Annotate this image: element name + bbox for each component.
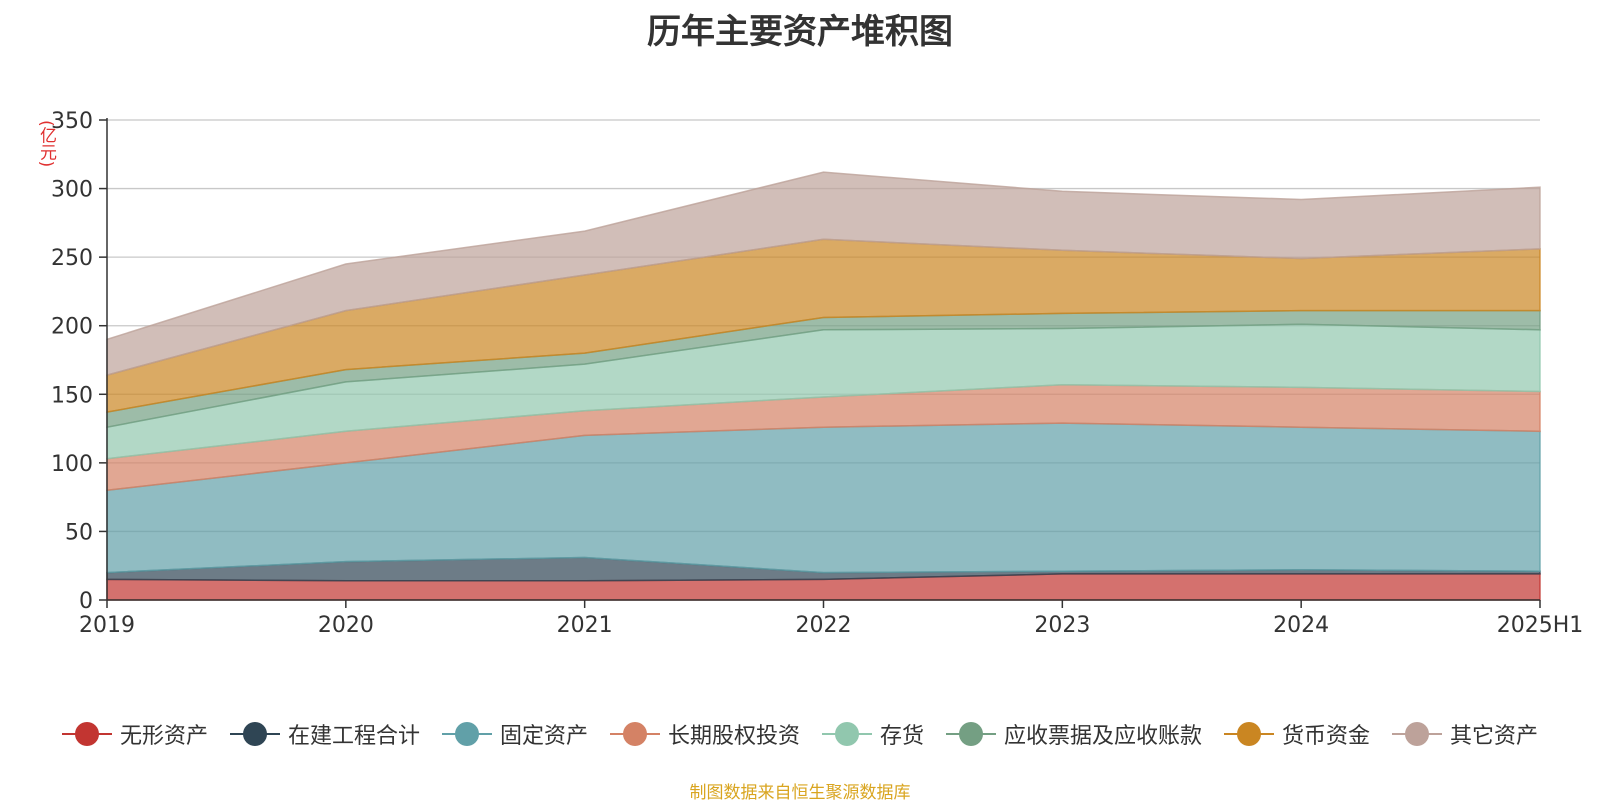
stacked-area-chart: 0 50 100 150 200 250 300 350 2019 2020 2021 2022 202… (51, 109, 1584, 638)
chart-legend: 无形资产 在建工程合计 固定资产 长期股权投资 存货 应收票据及应收账款 货币资金 其它资产 (0, 718, 1600, 750)
legend-item[interactable]: 应收票据及应收账款 (946, 718, 1202, 750)
chart-title: 历年主要资产堆积图 (647, 12, 953, 52)
y-tick-label: 300 (51, 178, 93, 203)
y-tick-label: 150 (51, 383, 93, 408)
x-tick-label: 2025H1 (1497, 613, 1584, 638)
legend-marker-icon (609, 722, 660, 746)
x-tick-label: 2021 (557, 613, 613, 638)
legend-item[interactable]: 长期股权投资 (609, 718, 800, 750)
y-tick-label: 250 (51, 246, 93, 271)
y-tick-label: 200 (51, 315, 93, 340)
source-note: 制图数据来自恒生聚源数据库 (689, 783, 911, 803)
legend-item[interactable]: 固定资产 (441, 718, 588, 750)
legend-label: 长期股权投资 (667, 724, 800, 749)
legend-marker-icon (822, 722, 872, 746)
y-tick-label: 50 (65, 520, 93, 545)
legend-label: 固定资产 (499, 724, 588, 749)
legend-item[interactable]: 无形资产 (61, 718, 208, 750)
legend-label: 其它资产 (1450, 724, 1539, 749)
y-tick-label: 0 (79, 589, 93, 614)
legend-marker-icon (1392, 722, 1443, 746)
series-area (106, 171, 1541, 377)
legend-item[interactable]: 在建工程合计 (229, 718, 420, 750)
legend-label: 在建工程合计 (287, 724, 420, 749)
x-tick-label: 2024 (1273, 613, 1329, 638)
legend-marker-icon (946, 722, 997, 746)
legend-marker-icon (61, 722, 112, 746)
legend-marker-icon (1224, 722, 1275, 746)
y-tick-label: 100 (51, 452, 93, 477)
x-tick-label: 2023 (1034, 613, 1090, 638)
x-tick-label: 2019 (79, 613, 135, 638)
x-tick-label: 2022 (796, 613, 852, 638)
legend-marker-icon (229, 722, 280, 746)
legend-marker-icon (441, 722, 492, 746)
legend-item[interactable]: 货币资金 (1224, 718, 1370, 750)
legend-item[interactable]: 存货 (822, 718, 924, 750)
y-axis-unit-label: (亿元) (36, 120, 56, 168)
legend-label: 应收票据及应收账款 (1004, 724, 1203, 749)
legend-label: 货币资金 (1282, 724, 1371, 749)
legend-label: 存货 (880, 724, 925, 749)
y-tick-label: 350 (51, 109, 93, 134)
legend-label: 无形资产 (119, 724, 208, 749)
legend-item[interactable]: 其它资产 (1392, 718, 1538, 750)
x-tick-label: 2020 (318, 613, 374, 638)
